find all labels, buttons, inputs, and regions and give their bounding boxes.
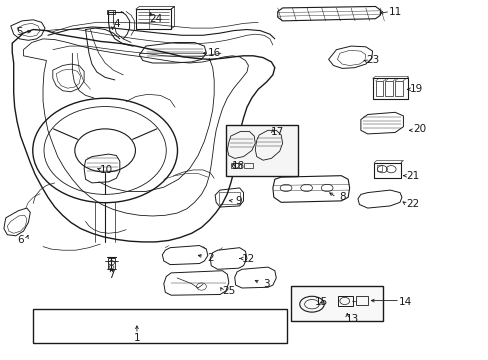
Text: 10: 10 bbox=[100, 165, 113, 175]
Bar bbox=[394, 81, 402, 96]
Bar bbox=[136, 9, 171, 29]
Bar bbox=[219, 192, 239, 204]
Text: 11: 11 bbox=[387, 6, 401, 17]
Text: 14: 14 bbox=[398, 297, 412, 307]
Text: 5: 5 bbox=[16, 27, 23, 37]
Text: 23: 23 bbox=[365, 55, 379, 66]
Text: 3: 3 bbox=[263, 279, 269, 289]
Bar bbox=[107, 258, 115, 269]
Text: 1: 1 bbox=[133, 333, 140, 343]
Text: 24: 24 bbox=[148, 14, 162, 24]
Text: 7: 7 bbox=[108, 270, 115, 280]
Bar bbox=[225, 125, 298, 176]
Text: 17: 17 bbox=[270, 127, 284, 138]
Text: 20: 20 bbox=[412, 124, 425, 134]
Text: 4: 4 bbox=[113, 19, 120, 30]
Text: 12: 12 bbox=[241, 254, 255, 264]
Bar bbox=[385, 81, 392, 96]
Bar bbox=[375, 81, 383, 96]
Text: 21: 21 bbox=[406, 171, 419, 181]
Text: 8: 8 bbox=[338, 192, 345, 202]
Text: 18: 18 bbox=[231, 161, 245, 171]
Bar bbox=[106, 10, 115, 14]
Text: 13: 13 bbox=[345, 314, 358, 324]
Bar bbox=[372, 78, 407, 99]
Bar bbox=[230, 163, 240, 168]
Bar bbox=[376, 165, 382, 171]
Text: 2: 2 bbox=[206, 253, 213, 264]
Text: 25: 25 bbox=[222, 286, 235, 296]
Bar bbox=[33, 309, 286, 343]
Text: 16: 16 bbox=[207, 48, 221, 58]
Bar bbox=[243, 163, 253, 168]
Text: 15: 15 bbox=[314, 297, 328, 307]
Text: 9: 9 bbox=[235, 196, 242, 206]
Bar bbox=[355, 296, 367, 305]
Bar bbox=[373, 163, 400, 178]
Bar bbox=[290, 286, 382, 321]
Text: 6: 6 bbox=[17, 235, 24, 246]
Text: 22: 22 bbox=[406, 199, 419, 210]
Bar bbox=[338, 296, 352, 306]
Text: 19: 19 bbox=[409, 84, 423, 94]
